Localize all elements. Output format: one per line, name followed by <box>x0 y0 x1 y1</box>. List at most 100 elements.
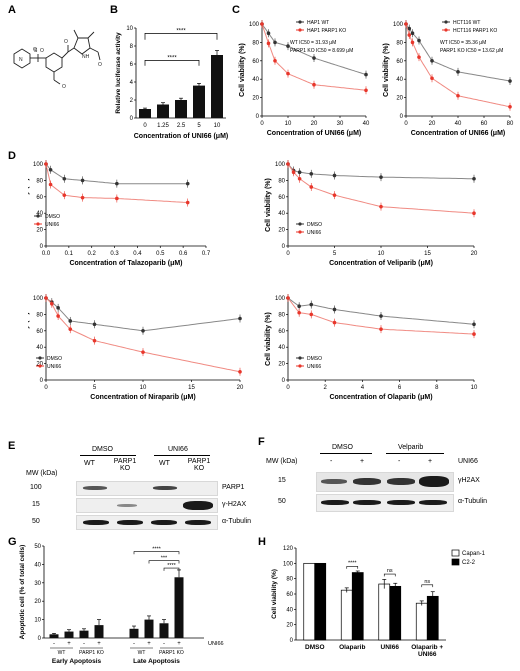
legend-swatch <box>451 549 460 557</box>
mw-header: MW (kDa) <box>26 470 58 477</box>
x-tick-label: 10 <box>285 121 292 127</box>
y-axis-label: Apoptotic cell (% of total cells) <box>19 545 26 640</box>
bar <box>157 104 169 118</box>
y-tick-label: 10 <box>34 618 41 624</box>
y-tick-label: 2 <box>130 98 134 104</box>
x-tick-label: 5 <box>93 385 97 391</box>
band <box>321 479 347 484</box>
bar <box>351 572 364 641</box>
data-point <box>48 182 53 187</box>
data-point <box>48 167 53 172</box>
x-tick-label: 15 <box>188 385 195 391</box>
protein-label: γ-H2AX <box>222 501 247 508</box>
lane-sign-3: - <box>398 458 401 465</box>
band <box>321 500 349 505</box>
y-tick-label: 0 <box>290 638 294 644</box>
y-tick-label: 100 <box>275 296 286 302</box>
data-point <box>141 329 145 333</box>
x-tick-label: 10 <box>471 385 478 391</box>
y-tick-label: 0 <box>40 244 44 250</box>
x-axis-label: Concentration of UNI66 (μM) <box>134 133 229 140</box>
data-point <box>297 304 301 308</box>
legend-label: DMSO <box>47 356 62 362</box>
x-tick-label: 40 <box>363 121 370 127</box>
y-tick-label: 10 <box>126 26 133 32</box>
legend-marker <box>444 28 448 32</box>
blot-row-gh2ax <box>76 498 218 513</box>
y-tick-label: 0 <box>40 378 44 384</box>
data-point <box>291 170 296 174</box>
data-point <box>410 31 415 35</box>
bar <box>129 628 139 638</box>
y-tick-label: 120 <box>283 546 294 552</box>
data-point <box>379 204 383 209</box>
panel-letter-g: G <box>8 536 17 548</box>
group-label-dmso: DMSO <box>332 444 353 451</box>
bar <box>139 109 151 118</box>
data-point <box>115 181 119 186</box>
y-tick-label: 60 <box>36 195 43 201</box>
y-tick-label: 40 <box>286 607 293 613</box>
x-tick-label: 15 <box>424 251 431 257</box>
y-tick-label: 60 <box>286 592 293 598</box>
x-tick-label: 20 <box>429 121 436 127</box>
y-tick-label: 0 <box>282 244 286 250</box>
y-tick-label: 80 <box>396 40 403 46</box>
significance-label: **** <box>348 560 357 566</box>
group-label: Early Apoptosis <box>52 658 102 665</box>
data-point <box>56 314 60 318</box>
y-tick-label: 100 <box>283 561 294 567</box>
y-axis-label: Cell viability (%) <box>28 178 30 232</box>
svg-text:O: O <box>33 47 37 53</box>
data-point <box>404 22 408 26</box>
data-point <box>508 79 512 83</box>
y-tick-label: 60 <box>252 59 259 65</box>
y-tick-label: 20 <box>396 96 403 102</box>
group-label-uni66: UNI66 <box>168 446 188 453</box>
blot-row-tubulin <box>76 515 218 530</box>
data-point <box>332 307 337 312</box>
data-point <box>273 59 277 63</box>
legend-label: Capan-1 <box>462 551 486 557</box>
y-axis-label: Cell viability (%) <box>239 43 246 97</box>
data-point <box>286 44 290 48</box>
x-tick-label: 0 <box>260 121 264 127</box>
significance-bracket <box>421 584 434 588</box>
y-tick-label: 30 <box>34 581 41 587</box>
data-point <box>508 105 512 109</box>
data-point <box>309 185 314 189</box>
x-tick-label: 10 <box>378 251 385 257</box>
legend-marker <box>38 364 42 368</box>
data-point <box>141 350 145 354</box>
band <box>183 501 213 510</box>
group-line-dmso <box>320 453 372 454</box>
data-point <box>50 301 54 306</box>
bar <box>144 619 154 638</box>
y-tick-label: 80 <box>286 577 293 583</box>
significance-bracket <box>144 60 200 66</box>
protein-label: α-Tubulin <box>458 498 488 505</box>
y-tick-label: 0 <box>130 116 134 122</box>
svg-text:NH: NH <box>82 54 90 60</box>
x-axis-label: Concentration of UNI66 (μM) <box>411 130 506 137</box>
significance-bracket <box>163 567 180 571</box>
significance-label: **** <box>167 56 177 62</box>
data-point <box>92 322 97 327</box>
x-tick-label: 20 <box>311 121 318 127</box>
significance-bracket <box>144 33 218 40</box>
panel-letter-c: C <box>232 4 240 16</box>
x-tick-label: 60 <box>481 121 488 127</box>
x-tick-label-line: Olaparib + <box>411 644 443 651</box>
legend-label: HAP1 WT <box>307 20 329 26</box>
y-tick-label: 40 <box>34 562 41 568</box>
x-tick-label: 40 <box>455 121 462 127</box>
y-axis-label: Cell viability (%) <box>271 569 278 619</box>
y-tick-label: 0 <box>256 114 260 120</box>
x-tick-label: 0.4 <box>133 251 142 257</box>
data-point <box>185 200 190 205</box>
y-tick-label: 40 <box>36 345 43 351</box>
legend-marker <box>298 230 302 234</box>
x-tick-label-line: UNI66 <box>418 651 437 658</box>
band <box>117 520 143 525</box>
